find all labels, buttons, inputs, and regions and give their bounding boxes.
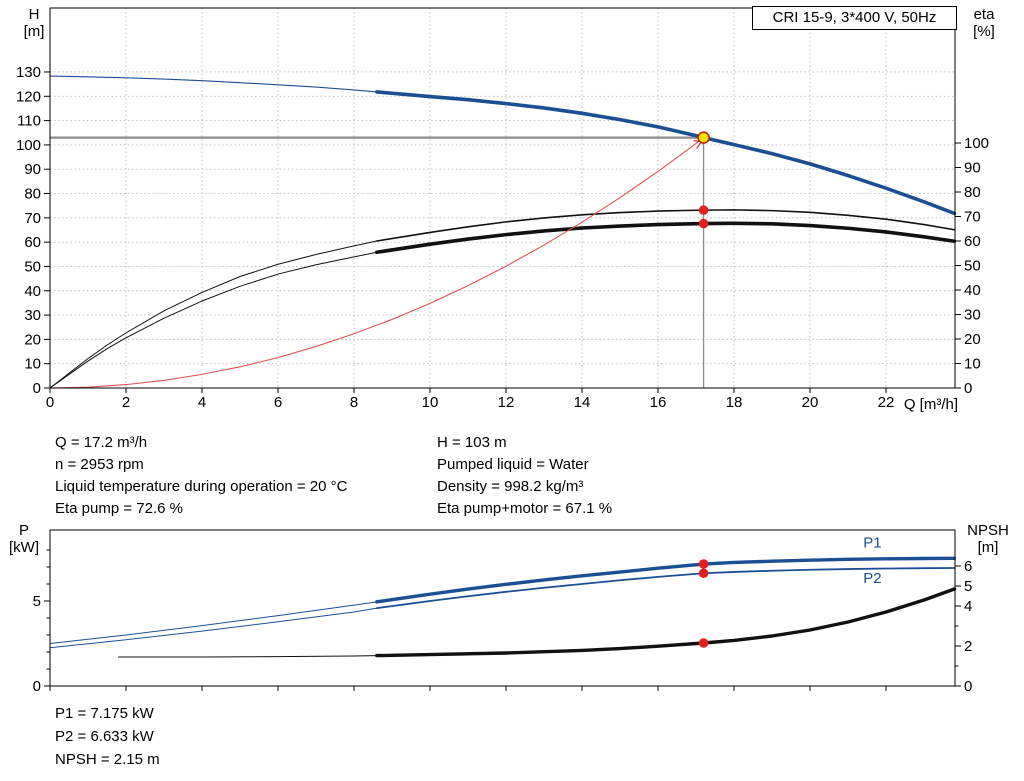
eta-pump-motor-point [698, 218, 709, 229]
p1-low-flow [49, 601, 378, 644]
plot-frame [49, 7, 956, 389]
info-pumped-liquid: Pumped liquid = Water [437, 456, 589, 473]
p2-curve [375, 567, 956, 610]
svg-text:80: 80 [24, 186, 41, 203]
npsh-axis-label-unit: [m] [977, 539, 999, 556]
eta-pump-low-flow [49, 240, 378, 389]
svg-text:30: 30 [964, 307, 981, 324]
svg-text:10: 10 [422, 394, 439, 411]
pump-title-box: CRI 15-9, 3*400 V, 50Hz [752, 6, 957, 30]
svg-text:6: 6 [964, 558, 972, 575]
svg-text:50: 50 [964, 258, 981, 275]
svg-text:90: 90 [964, 160, 981, 177]
svg-text:4: 4 [964, 598, 972, 615]
svg-text:10: 10 [964, 356, 981, 373]
qh-chart: 0 2 4 6 8 10 12 14 16 18 20 22 0 10 20 30 40 50 60 70 80 90 10… [16, 7, 989, 411]
hq-curve-low-flow [49, 75, 378, 93]
info-p1: P1 = 7.175 kW [55, 705, 154, 722]
svg-text:110: 110 [17, 113, 41, 130]
p2-low-flow [49, 607, 378, 649]
svg-text:6: 6 [274, 394, 282, 411]
info-eta-pump: Eta pump = 72.6 % [55, 500, 183, 517]
info-npsh: NPSH = 2.15 m [55, 751, 160, 768]
svg-text:10: 10 [24, 356, 41, 373]
info-head: H = 103 m [437, 434, 507, 451]
p-axis-label: P [kW] [2, 522, 46, 556]
h-axis-label-unit: [m] [23, 23, 45, 40]
duty-info-left-column: Q = 17.2 m³/h n = 2953 rpm Liquid temper… [55, 432, 347, 520]
info-liquid-temperature: Liquid temperature during operation = 20… [55, 478, 348, 495]
curve-label-P1: P1 [863, 534, 881, 551]
info-speed: n = 2953 rpm [55, 456, 144, 473]
svg-text:0: 0 [964, 380, 972, 397]
system-curve [49, 137, 705, 389]
svg-text:20: 20 [802, 394, 819, 411]
npsh-axis-label-symbol: NPSH [967, 522, 1009, 539]
svg-text:70: 70 [24, 210, 41, 227]
npsh-point [698, 638, 709, 648]
q-axis-label: Q [m³/h] [903, 396, 958, 413]
svg-text:60: 60 [964, 233, 981, 250]
h-axis-label-symbol: H [28, 6, 40, 23]
svg-text:40: 40 [964, 282, 981, 299]
svg-text:90: 90 [24, 161, 41, 178]
svg-text:8: 8 [350, 394, 358, 411]
svg-text:14: 14 [574, 394, 591, 411]
svg-text:120: 120 [16, 88, 41, 105]
svg-text:60: 60 [24, 234, 41, 251]
info-p2: P2 = 6.633 kW [55, 728, 154, 745]
svg-text:20: 20 [24, 331, 41, 348]
power-info-block: P1 = 7.175 kW P2 = 6.633 kW NPSH = 2.15 … [55, 702, 160, 771]
p1-point [698, 559, 709, 569]
info-eta-pump-motor: Eta pump+motor = 67.1 % [437, 500, 613, 517]
svg-text:80: 80 [964, 184, 981, 201]
svg-text:50: 50 [24, 258, 41, 275]
info-density: Density = 998.2 kg/m³ [437, 478, 584, 495]
svg-text:30: 30 [24, 307, 41, 324]
svg-text:18: 18 [726, 394, 743, 411]
svg-text:0: 0 [33, 678, 41, 695]
svg-text:16: 16 [650, 394, 667, 411]
npsh-axis-label: NPSH [m] [958, 522, 1018, 556]
eta-axis-label-unit: [%] [973, 23, 995, 40]
eta-pump-motor-curve [375, 221, 957, 255]
svg-text:40: 40 [24, 283, 41, 300]
eta-pump-curve [376, 209, 956, 242]
power-npsh-chart: 0 5 0 2 4 5 6 P1 P2 [33, 529, 972, 695]
eta-pump-motor-low-flow [49, 251, 378, 389]
svg-text:5: 5 [33, 593, 41, 610]
svg-text:12: 12 [498, 394, 515, 411]
svg-text:130: 130 [16, 64, 41, 81]
eta-axis-label: eta [%] [962, 6, 1006, 40]
svg-text:4: 4 [198, 394, 206, 411]
svg-text:100: 100 [16, 137, 41, 154]
p-axis-label-unit: [kW] [9, 539, 39, 556]
plot-frame [49, 529, 956, 687]
duty-point [697, 131, 710, 144]
h-axis-label: H [m] [14, 6, 54, 40]
svg-text:5: 5 [964, 578, 972, 595]
svg-text:0: 0 [33, 380, 41, 397]
hq-curve [375, 90, 957, 216]
svg-text:2: 2 [122, 394, 130, 411]
svg-text:20: 20 [964, 331, 981, 348]
svg-text:70: 70 [964, 209, 981, 226]
eta-pump-point [698, 205, 709, 215]
eta-axis-label-symbol: eta [973, 6, 995, 23]
svg-text:0: 0 [46, 394, 54, 411]
svg-text:100: 100 [964, 135, 989, 152]
curve-label-P2: P2 [863, 570, 881, 587]
p2-point [698, 568, 709, 579]
p-axis-label-symbol: P [18, 522, 29, 539]
npsh-low-flow [117, 655, 378, 658]
svg-text:0: 0 [964, 678, 972, 695]
svg-text:22: 22 [878, 394, 895, 411]
npsh-curve [375, 587, 957, 658]
info-flow: Q = 17.2 m³/h [55, 434, 148, 451]
svg-text:2: 2 [964, 638, 972, 655]
p1-curve [375, 556, 957, 604]
duty-info-right-column: H = 103 m Pumped liquid = Water Density … [437, 432, 612, 520]
